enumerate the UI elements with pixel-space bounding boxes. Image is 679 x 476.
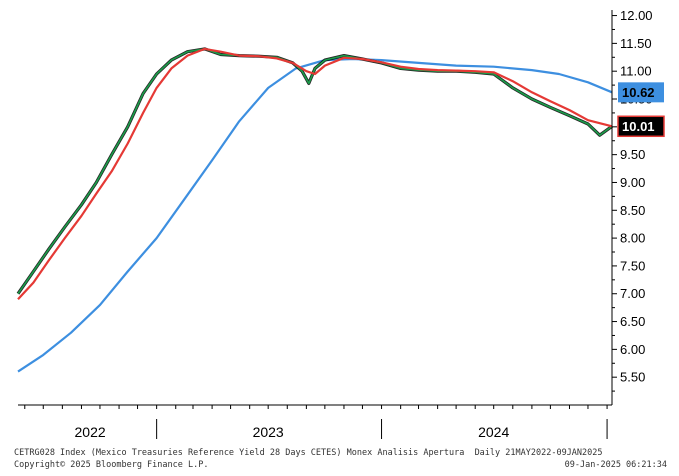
y-tick-label: 11.50	[620, 36, 652, 51]
last-value-badge: 10.62	[618, 82, 664, 103]
y-tick-label: 8.50	[620, 203, 645, 218]
y-tick-label: 7.50	[620, 258, 645, 273]
last-value-badge-label: 10.01	[622, 119, 655, 134]
y-tick-label: 9.50	[620, 147, 645, 162]
y-tick-label: 8.00	[620, 231, 645, 246]
y-tick-label: 6.00	[620, 342, 645, 357]
series-layer	[16, 47, 613, 373]
last-value-badge-bg	[618, 82, 664, 103]
y-tick-label: 11.00	[620, 64, 652, 79]
y-tick-label: 9.00	[620, 175, 645, 190]
last-value-badges: 10.62 10.01	[617, 82, 665, 138]
y-tick-label: 7.00	[620, 286, 645, 301]
series-line-2	[17, 57, 613, 373]
last-value-badge-bg	[617, 115, 665, 138]
footer-copyright: Copyright© 2025 Bloomberg Finance L.P.	[14, 460, 209, 470]
x-year-label: 2022	[75, 424, 106, 440]
series-line-shadow	[16, 47, 613, 295]
last-value-badge: 10.01	[617, 115, 665, 138]
series-line-0	[17, 48, 613, 295]
series-line-1	[17, 47, 613, 301]
y-tick-label: 5.50	[620, 370, 645, 385]
y-tick-label: 12.00	[620, 8, 653, 23]
footer-description: CETRG028 Index (Mexico Treasuries Refere…	[14, 448, 603, 458]
x-year-label: 2023	[253, 424, 284, 440]
x-year-label: 2024	[478, 424, 509, 440]
footer-timestamp: 09-Jan-2025 06:21:34	[564, 460, 667, 470]
last-value-badge-label: 10.62	[622, 85, 655, 100]
y-tick-label: 6.50	[620, 314, 645, 329]
